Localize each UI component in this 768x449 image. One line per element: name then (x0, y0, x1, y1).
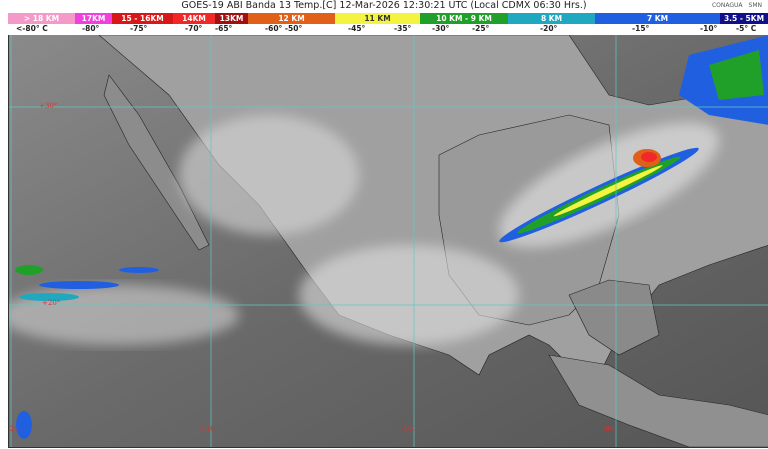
yucatan (568, 279, 660, 356)
latitude-label: +20° (42, 299, 61, 307)
longitude-label: -100 (401, 425, 417, 433)
storm-band (499, 147, 699, 243)
legend-segment: 14KM (173, 13, 215, 24)
temp-label: -25° (472, 24, 490, 33)
legend-segment: 11 KM (335, 13, 420, 24)
temp-label: -45° (348, 24, 366, 33)
legend-segment: 13KM (215, 13, 248, 24)
temp-label: -5° C (736, 24, 757, 33)
legend-segment: 8 KM (508, 13, 595, 24)
central-america (548, 354, 768, 447)
legend-segment: > 18 KM (8, 13, 75, 24)
legend-segment: 12 KM (248, 13, 335, 24)
satellite-imagery (9, 35, 768, 447)
image-title: GOES-19 ABI Banda 13 Temp.[C] 12-Mar-202… (181, 0, 587, 11)
longitude-label: -90 (603, 425, 615, 433)
longitude-label: -120 (9, 425, 19, 433)
graticule (9, 35, 768, 447)
temp-label: -75° (130, 24, 148, 33)
pacific-convection (15, 265, 159, 439)
smn-logo: SMN (748, 2, 762, 9)
temp-label: -60° -50° (265, 24, 303, 33)
temp-label: -70° (185, 24, 203, 33)
legend-segment: 15 - 16KM (112, 13, 173, 24)
temp-label: -65° (215, 24, 233, 33)
conagua-logo: CONAGUA (711, 2, 743, 9)
temp-label: -10° (700, 24, 718, 33)
cloud-top-height-legend: > 18 KM 17KM 15 - 16KM 14KM 13KM 12 KM 1… (8, 13, 768, 24)
temp-label: -20° (540, 24, 558, 33)
temp-label: -35° (394, 24, 412, 33)
longitude-label: -110 (199, 425, 215, 433)
legend-segment: 10 KM - 9 KM (420, 13, 508, 24)
legend-segment: 3.5 - 5KM (720, 13, 768, 24)
temp-label: -15° (632, 24, 650, 33)
agency-logos: CONAGUA SMN (712, 2, 762, 9)
baja-peninsula (103, 74, 210, 251)
temperature-scale: <-80° C -80° -75° -70° -65° -60° -50° -4… (0, 24, 768, 35)
temp-label: -30° (432, 24, 450, 33)
legend-segment: 17KM (75, 13, 112, 24)
latitude-label: +30° (39, 102, 58, 110)
temp-label: <-80° C (16, 24, 48, 33)
temp-label: -80° (82, 24, 100, 33)
satellite-map[interactable]: +30° +20° -120 -110 -100 -90 (8, 35, 768, 448)
legend-segment: 7 KM (595, 13, 720, 24)
